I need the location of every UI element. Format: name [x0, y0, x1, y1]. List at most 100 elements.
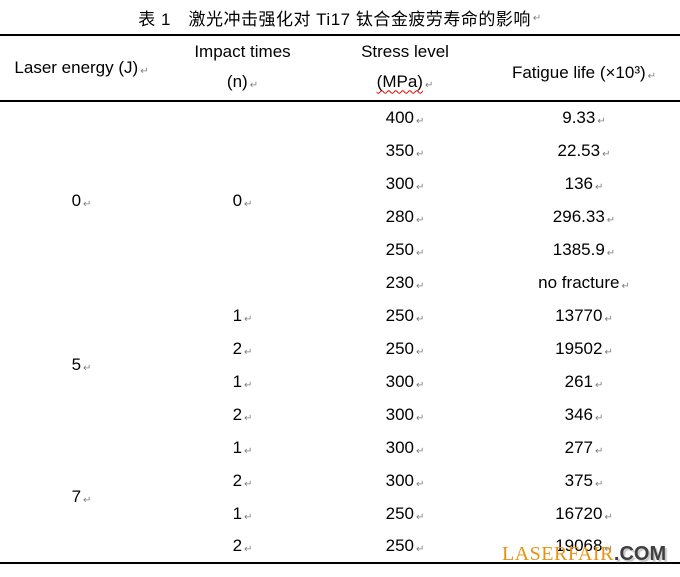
paragraph-mark-icon: ↵: [244, 544, 253, 556]
paragraph-mark-icon: ↵: [140, 66, 149, 78]
cell-fatigue-life: 1385.9 ↵: [552, 239, 616, 259]
col-header-laser-energy-label: Laser energy (J): [14, 58, 139, 78]
cell-fatigue-life: 19502 ↵: [555, 338, 613, 358]
table-row: 2 ↵ 300 ↵ 375 ↵: [0, 464, 680, 497]
paragraph-mark-icon: ↵: [415, 214, 425, 226]
paragraph-mark-icon: ↵: [604, 313, 613, 325]
paragraph-mark-icon: ↵: [415, 478, 425, 490]
table-row: 0 ↵ 0 ↵ 400 ↵ 9.33 ↵: [0, 101, 680, 210]
cell-impact-times: 1 ↵: [232, 371, 253, 391]
cell-fatigue-life: 375 ↵: [564, 470, 604, 490]
table-caption-text: 表 1 激光冲击强化对 Ti17 钛合金疲劳寿命的影响: [138, 9, 531, 29]
cell-laser-energy: 0 ↵: [71, 190, 92, 210]
cell-stress-level: 300 ↵: [385, 404, 425, 424]
paragraph-mark-icon: ↵: [415, 412, 425, 424]
paragraph-mark-icon: ↵: [604, 544, 613, 556]
paragraph-mark-icon: ↵: [415, 379, 425, 391]
paragraph-mark-icon: ↵: [594, 181, 604, 193]
paragraph-mark-icon: ↵: [415, 544, 425, 556]
paragraph-mark-icon: ↵: [606, 247, 616, 259]
paragraph-mark-icon: ↵: [83, 494, 92, 506]
paragraph-mark-icon: ↵: [244, 412, 253, 424]
cell-fatigue-life: no fracture ↵: [538, 272, 630, 292]
paragraph-mark-icon: ↵: [244, 379, 253, 391]
table-row: 2 ↵ 300 ↵ 346 ↵: [0, 398, 680, 431]
paragraph-mark-icon: ↵: [244, 198, 253, 210]
cell-impact-times: 1 ↵: [232, 437, 253, 457]
paragraph-mark-icon: ↵: [249, 79, 259, 91]
col-header-impact-times-line2: (n): [226, 71, 248, 91]
table-row: 7 ↵ 1 ↵ 300 ↵ 277 ↵: [0, 431, 680, 506]
paragraph-mark-icon: ↵: [83, 198, 92, 210]
col-header-laser-energy: Laser energy (J) ↵: [0, 35, 163, 101]
cell-fatigue-life: 346 ↵: [564, 404, 604, 424]
col-header-stress-level-line2: (MPa): [376, 71, 423, 91]
cell-impact-times: 0 ↵: [232, 190, 253, 210]
paragraph-mark-icon: ↵: [594, 379, 604, 391]
cell-impact-times: 1 ↵: [232, 503, 253, 523]
cell-stress-level: 300 ↵: [385, 470, 425, 490]
paragraph-mark-icon: ↵: [83, 363, 92, 375]
cell-fatigue-life: 19068 ↵: [555, 536, 613, 556]
cell-stress-level: 250 ↵: [385, 338, 425, 358]
paragraph-mark-icon: ↵: [244, 313, 253, 325]
paragraph-mark-icon: ↵: [594, 445, 604, 457]
paragraph-mark-icon: ↵: [415, 511, 425, 523]
cell-stress-level: 250 ↵: [385, 536, 425, 556]
table-row: 230 ↵ no fracture ↵: [0, 266, 680, 299]
table-row: 280 ↵ 296.33 ↵: [0, 200, 680, 233]
header-row: Laser energy (J) ↵ Impact times (n) ↵ Stre…: [0, 35, 680, 101]
cell-laser-energy: 5 ↵: [71, 355, 92, 375]
paragraph-mark-icon: ↵: [415, 148, 425, 160]
cell-stress-level: 350 ↵: [385, 140, 425, 160]
table-caption: 表 1 激光冲击强化对 Ti17 钛合金疲劳寿命的影响 ↵: [0, 0, 680, 34]
cell-fatigue-life: 261 ↵: [564, 371, 604, 391]
paragraph-mark-icon: ↵: [621, 280, 630, 292]
table-row: 2 ↵ 250 ↵ 19502 ↵: [0, 332, 680, 365]
paragraph-mark-icon: ↵: [415, 346, 425, 358]
paragraph-mark-icon: ↵: [415, 116, 425, 128]
fatigue-data-table: Laser energy (J) ↵ Impact times (n) ↵ Stre…: [0, 34, 680, 564]
cell-stress-level: 230 ↵: [385, 272, 425, 292]
cell-stress-level: 300 ↵: [385, 371, 425, 391]
table-row: 250 ↵ 1385.9 ↵: [0, 233, 680, 266]
paragraph-mark-icon: ↵: [415, 445, 425, 457]
cell-stress-level: 250 ↵: [385, 305, 425, 325]
col-header-impact-times: Impact times (n) ↵: [163, 35, 322, 101]
paragraph-mark-icon: ↵: [606, 214, 616, 226]
paragraph-mark-icon: ↵: [244, 346, 253, 358]
cell-fatigue-life: 296.33 ↵: [552, 206, 616, 226]
col-header-impact-times-line1: Impact times: [194, 41, 291, 61]
paragraph-mark-icon: ↵: [597, 116, 606, 128]
table-row: 350 ↵ 22.53 ↵: [0, 134, 680, 167]
paragraph-mark-icon: ↵: [532, 12, 542, 24]
paragraph-mark-icon: ↵: [594, 412, 604, 424]
cell-fatigue-life: 22.53 ↵: [557, 140, 611, 160]
table-row: 2 ↵ 250 ↵ 19068 ↵: [0, 530, 680, 563]
table-row: 1 ↵ 300 ↵ 261 ↵: [0, 365, 680, 398]
cell-impact-times: 2 ↵: [232, 404, 253, 424]
col-header-fatigue-life: Fatigue life (×10³) ↵: [488, 35, 680, 101]
cell-stress-level: 400 ↵: [385, 108, 425, 128]
paragraph-mark-icon: ↵: [244, 511, 253, 523]
col-header-stress-level-line1: Stress level: [361, 41, 449, 61]
paragraph-mark-icon: ↵: [602, 148, 611, 160]
cell-impact-times: 1 ↵: [232, 305, 253, 325]
cell-impact-times: 2 ↵: [232, 470, 253, 490]
cell-stress-level: 250 ↵: [385, 503, 425, 523]
paragraph-mark-icon: ↵: [594, 478, 604, 490]
paragraph-mark-icon: ↵: [604, 346, 613, 358]
table-row: 300 ↵ 136 ↵: [0, 167, 680, 200]
paragraph-mark-icon: ↵: [415, 181, 425, 193]
cell-fatigue-life: 136 ↵: [564, 173, 604, 193]
cell-impact-times: 2 ↵: [232, 338, 253, 358]
table-row: 5 ↵ 1 ↵ 250 ↵ 13770 ↵: [0, 299, 680, 375]
cell-impact-times: 2 ↵: [232, 536, 253, 556]
cell-stress-level: 250 ↵: [385, 239, 425, 259]
table-row: 1 ↵ 250 ↵ 16720 ↵: [0, 497, 680, 530]
cell-fatigue-life: 16720 ↵: [555, 503, 613, 523]
cell-laser-energy: 7 ↵: [71, 486, 92, 506]
cell-stress-level: 280 ↵: [385, 206, 425, 226]
paragraph-mark-icon: ↵: [424, 79, 434, 91]
